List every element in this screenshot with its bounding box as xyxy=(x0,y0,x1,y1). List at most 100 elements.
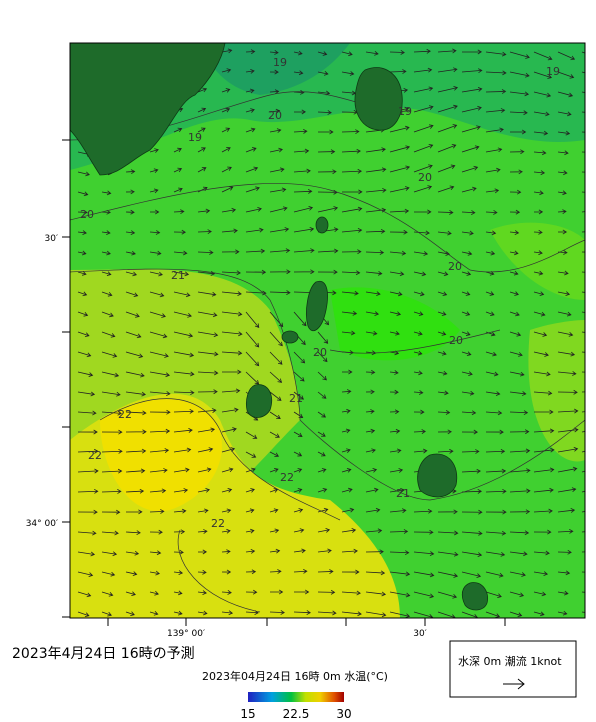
current-arrow xyxy=(317,110,332,115)
current-arrow xyxy=(341,168,362,174)
current-arrow xyxy=(461,49,483,55)
current-arrow xyxy=(101,250,111,256)
colorbar xyxy=(248,692,344,702)
current-arrow xyxy=(77,391,96,397)
current-arrow xyxy=(77,611,90,617)
current-arrow xyxy=(509,530,530,536)
current-arrow xyxy=(485,429,504,435)
current-arrow xyxy=(197,408,217,413)
current-arrow xyxy=(197,487,211,493)
current-arrow xyxy=(149,371,171,378)
current-arrow xyxy=(413,370,423,376)
current-arrow xyxy=(509,110,528,116)
current-arrow xyxy=(173,447,192,453)
current-arrow xyxy=(365,507,381,513)
current-arrow xyxy=(221,528,231,534)
current-arrow xyxy=(581,211,585,213)
current-arrow xyxy=(533,571,549,577)
current-arrow xyxy=(293,431,303,437)
current-arrow xyxy=(485,70,507,76)
current-arrow xyxy=(149,488,167,494)
current-arrow xyxy=(533,467,555,473)
current-arrow xyxy=(437,210,454,215)
current-arrow xyxy=(317,269,338,275)
current-arrow xyxy=(125,169,136,175)
current-arrow xyxy=(101,271,112,276)
current-arrow xyxy=(101,429,123,435)
current-arrow xyxy=(437,311,447,316)
current-arrow xyxy=(221,249,240,255)
current-arrow xyxy=(221,549,231,555)
current-arrow xyxy=(293,508,304,513)
current-arrow xyxy=(581,231,585,233)
current-arrow xyxy=(533,71,553,79)
current-arrow xyxy=(245,147,257,153)
current-arrow xyxy=(77,591,92,598)
current-arrow xyxy=(557,610,568,616)
current-arrow xyxy=(365,487,379,493)
current-arrow xyxy=(269,248,291,254)
lat-label: 30′ xyxy=(45,234,59,244)
current-arrow xyxy=(413,529,434,535)
current-arrow xyxy=(197,208,211,214)
current-arrow xyxy=(413,291,425,297)
current-arrow xyxy=(437,530,459,536)
current-arrow xyxy=(221,311,243,317)
current-arrow xyxy=(221,569,232,575)
current-arrow xyxy=(341,548,358,554)
current-arrow xyxy=(77,410,97,416)
current-arrow xyxy=(509,571,526,577)
subtitle: 2023年04月24日 16時 0m 水温(°C) xyxy=(202,669,388,683)
current-arrow xyxy=(221,447,236,453)
contour-label: 20 xyxy=(268,109,282,122)
current-arrow xyxy=(125,550,140,556)
current-arrow xyxy=(173,390,195,396)
current-arrow xyxy=(509,591,525,598)
current-arrow xyxy=(197,549,208,555)
current-arrow xyxy=(269,569,282,574)
current-arrow xyxy=(485,331,496,337)
current-arrow xyxy=(197,250,214,255)
current-arrow xyxy=(389,448,402,454)
current-arrow xyxy=(77,171,90,177)
current-arrow xyxy=(245,549,256,554)
current-arrow xyxy=(365,591,387,597)
current-arrow xyxy=(125,448,147,454)
current-arrow xyxy=(77,291,88,297)
current-arrow xyxy=(269,610,285,615)
current-arrow xyxy=(317,589,336,595)
current-arrow xyxy=(533,390,553,396)
current-arrow xyxy=(533,311,546,317)
current-arrow xyxy=(125,351,144,359)
current-arrow xyxy=(389,125,410,133)
current-arrow xyxy=(557,51,576,61)
current-arrow xyxy=(269,269,291,275)
current-arrow xyxy=(245,331,260,348)
current-arrow xyxy=(125,391,146,397)
current-arrow xyxy=(173,291,191,298)
contour-label: 22 xyxy=(280,471,294,484)
current-arrow xyxy=(149,271,163,277)
current-arrow xyxy=(149,351,169,358)
current-arrow xyxy=(437,429,452,435)
current-arrow xyxy=(245,488,255,493)
current-arrow xyxy=(509,71,530,78)
current-arrow xyxy=(293,148,310,154)
current-arrow xyxy=(389,271,405,277)
current-arrow xyxy=(125,530,141,536)
current-arrow xyxy=(413,508,433,514)
current-arrow xyxy=(485,127,504,133)
current-arrow xyxy=(317,206,339,213)
current-arrow xyxy=(485,448,506,454)
current-arrow xyxy=(173,250,188,256)
current-arrow xyxy=(461,530,483,536)
current-arrow xyxy=(461,165,479,173)
current-arrow xyxy=(389,186,410,193)
current-arrow xyxy=(557,291,571,297)
current-arrow xyxy=(317,149,336,155)
current-arrow xyxy=(533,550,550,556)
current-arrow xyxy=(341,611,362,617)
current-arrow xyxy=(557,150,569,156)
current-arrow xyxy=(293,371,305,382)
